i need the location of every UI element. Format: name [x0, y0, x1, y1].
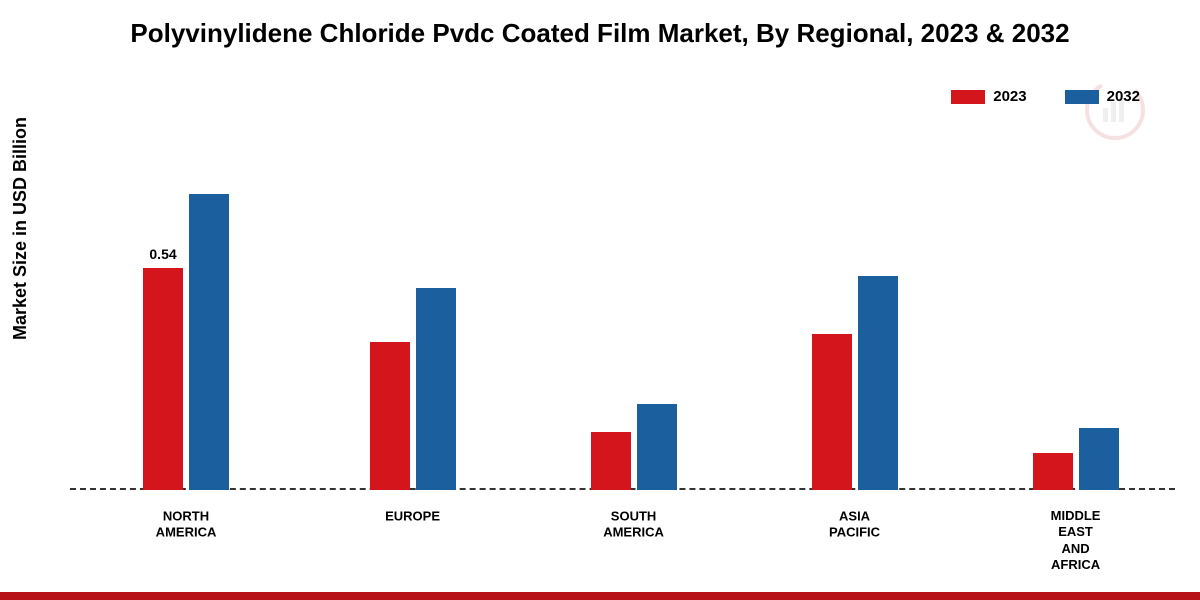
footer-bar: [0, 592, 1200, 600]
bar: 0.54: [143, 268, 183, 490]
bar-group: [1016, 428, 1136, 490]
bar-group: [795, 276, 915, 490]
bar: [591, 432, 631, 490]
legend: 2023 2032: [951, 88, 1140, 105]
legend-label-2032: 2032: [1107, 88, 1140, 105]
y-axis-label: Market Size in USD Billion: [10, 117, 31, 340]
bar: [812, 334, 852, 490]
category-label: MIDDLE EAST AND AFRICA: [1051, 508, 1101, 573]
bar: [858, 276, 898, 490]
category-label: SOUTH AMERICA: [603, 508, 664, 541]
category-label: EUROPE: [385, 508, 440, 524]
bar: [189, 194, 229, 490]
legend-item-2032: 2032: [1065, 88, 1140, 105]
bar: [370, 342, 410, 490]
legend-swatch-2032: [1065, 90, 1099, 104]
bar-value-label: 0.54: [149, 246, 176, 262]
bar: [1033, 453, 1073, 490]
category-label: ASIA PACIFIC: [829, 508, 880, 541]
plot-area: 0.54NORTH AMERICAEUROPESOUTH AMERICAASIA…: [70, 140, 1175, 490]
bar-group: [574, 404, 694, 490]
chart-title: Polyvinylidene Chloride Pvdc Coated Film…: [0, 18, 1200, 49]
legend-swatch-2023: [951, 90, 985, 104]
legend-item-2023: 2023: [951, 88, 1026, 105]
category-label: NORTH AMERICA: [156, 508, 217, 541]
bar: [416, 288, 456, 490]
bar-group: 0.54: [126, 194, 246, 490]
legend-label-2023: 2023: [993, 88, 1026, 105]
bar-group: [353, 288, 473, 490]
bar: [637, 404, 677, 490]
bar: [1079, 428, 1119, 490]
